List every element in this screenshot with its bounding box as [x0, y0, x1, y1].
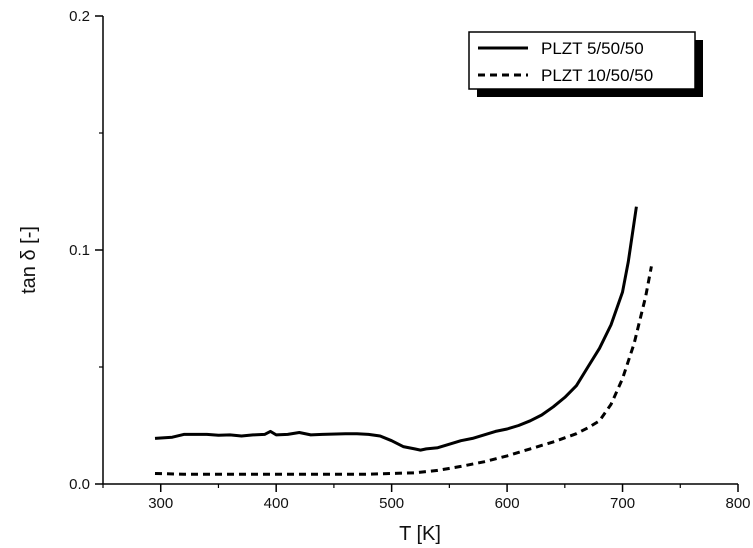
- legend-box: [468, 31, 696, 90]
- y-tick-label: 0.0: [69, 476, 90, 493]
- x-axis-ticks: 300 400 500 600 700 800: [102, 484, 751, 512]
- series-line-plzt-5-50-50: [154, 206, 638, 452]
- legend-label-plzt-10-50-50: PLZT 10/50/50: [541, 66, 653, 85]
- x-tick-label: 600: [495, 495, 520, 512]
- x-axis-label: T [K]: [399, 523, 441, 545]
- x-tick-label: 500: [379, 495, 404, 512]
- x-tick-label: 300: [148, 495, 173, 512]
- x-tick-label: 800: [725, 495, 750, 512]
- y-tick-label: 0.1: [69, 242, 90, 259]
- plot-series: [154, 206, 653, 476]
- series-line-plzt-10-50-50: [154, 266, 653, 476]
- legend-label-plzt-5-50-50: PLZT 5/50/50: [541, 39, 644, 58]
- y-axis-ticks: 0.0 0.1 0.2: [69, 8, 103, 493]
- x-tick-label: 400: [264, 495, 289, 512]
- y-axis-label: tan δ [-]: [18, 226, 40, 294]
- x-tick-label: 700: [610, 495, 635, 512]
- y-tick-label: 0.2: [69, 8, 90, 25]
- legend: PLZT 5/50/50 PLZT 10/50/50: [468, 31, 703, 97]
